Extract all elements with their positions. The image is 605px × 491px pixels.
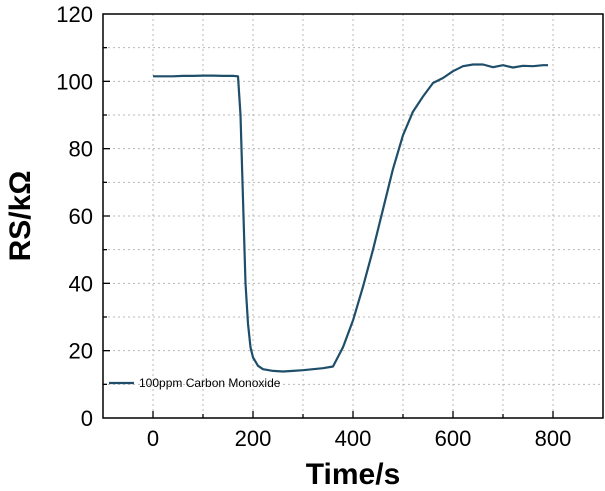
y-tick-label: 60: [69, 204, 93, 229]
gridlines: [103, 14, 603, 418]
x-tick-label: 600: [435, 426, 472, 451]
x-tick-label: 200: [235, 426, 272, 451]
y-tick-label: 20: [69, 339, 93, 364]
y-tick-label: 100: [56, 69, 93, 94]
x-tick-label: 800: [535, 426, 572, 451]
legend: 100ppm Carbon Monoxide: [109, 376, 281, 390]
y-tick-label: 40: [69, 271, 93, 296]
y-tick-label: 0: [81, 406, 93, 431]
x-tick-label: 400: [335, 426, 372, 451]
series-line: [153, 63, 548, 373]
series-layer: [153, 63, 548, 373]
x-axis-title: Time/s: [306, 458, 401, 491]
x-tick-label: 0: [147, 426, 159, 451]
legend-label: 100ppm Carbon Monoxide: [139, 376, 281, 390]
y-tick-label: 120: [56, 2, 93, 27]
y-axis-title: RS/kΩ: [4, 171, 37, 262]
y-tick-label: 80: [69, 137, 93, 162]
axis-ticks: 0 200 400 600 800 0 20 40 60 80 100 120: [56, 2, 571, 451]
